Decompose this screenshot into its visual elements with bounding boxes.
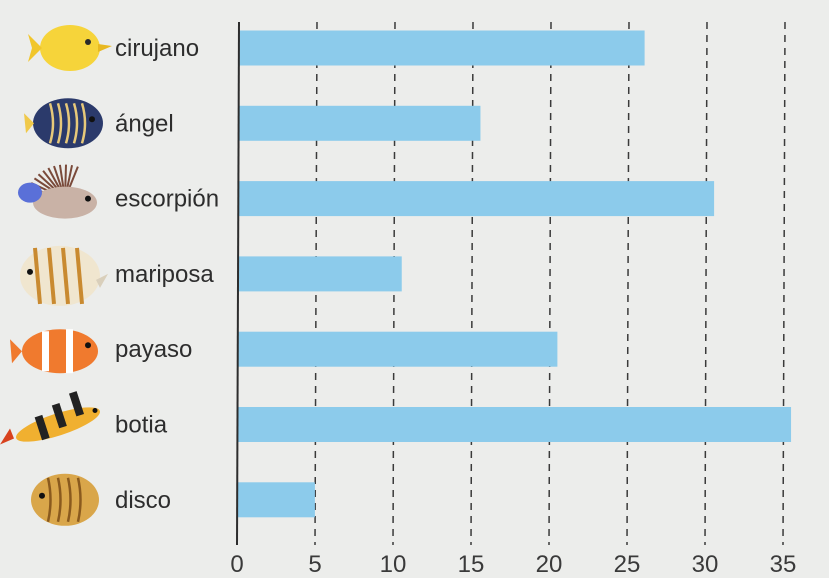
discus-fish-icon xyxy=(31,473,99,526)
category-label: ángel xyxy=(115,110,174,137)
bar-6 xyxy=(236,482,315,518)
butterflyfish-icon xyxy=(20,245,108,306)
emperor-angelfish-icon xyxy=(24,98,103,149)
x-tick-label: 20 xyxy=(536,551,563,578)
x-tick-label: 30 xyxy=(692,551,719,578)
x-tick-label: 10 xyxy=(380,551,407,578)
lionfish-icon xyxy=(18,164,97,219)
x-tick-label: 5 xyxy=(308,551,321,578)
category-label: escorpión xyxy=(115,186,219,213)
clown-loach-icon xyxy=(0,391,100,445)
x-tick-label: 25 xyxy=(614,551,641,578)
clownfish-icon xyxy=(10,329,98,374)
bar-0 xyxy=(239,30,645,66)
bar-2 xyxy=(238,181,715,217)
grid-line-30 xyxy=(704,21,708,546)
bar-5 xyxy=(237,407,792,442)
x-tick-label: 35 xyxy=(770,551,797,578)
category-label: mariposa xyxy=(115,261,214,288)
bar-4 xyxy=(237,331,558,367)
bar-3 xyxy=(237,256,402,292)
category-label: payaso xyxy=(115,336,192,363)
grid-line-15 xyxy=(470,21,474,546)
bars xyxy=(236,30,792,518)
grid-line-20 xyxy=(548,21,552,546)
x-tick-label: 15 xyxy=(458,551,485,578)
category-label: botia xyxy=(115,412,168,439)
y-axis-line xyxy=(236,21,240,546)
bar-1 xyxy=(238,105,481,141)
x-tick-label: 0 xyxy=(230,551,243,578)
x-tick-labels: 0 5 10 15 20 25 30 35 xyxy=(230,551,796,578)
yellow-tang-fish-icon xyxy=(28,25,112,71)
category-label: cirujano xyxy=(115,35,199,62)
grid-line-25 xyxy=(626,21,630,546)
category-label: disco xyxy=(115,487,171,514)
category-labels: cirujano ángel escorpión mariposa payaso boti… xyxy=(115,35,219,514)
fish-icons xyxy=(0,25,112,526)
grid-line-35 xyxy=(782,21,786,546)
